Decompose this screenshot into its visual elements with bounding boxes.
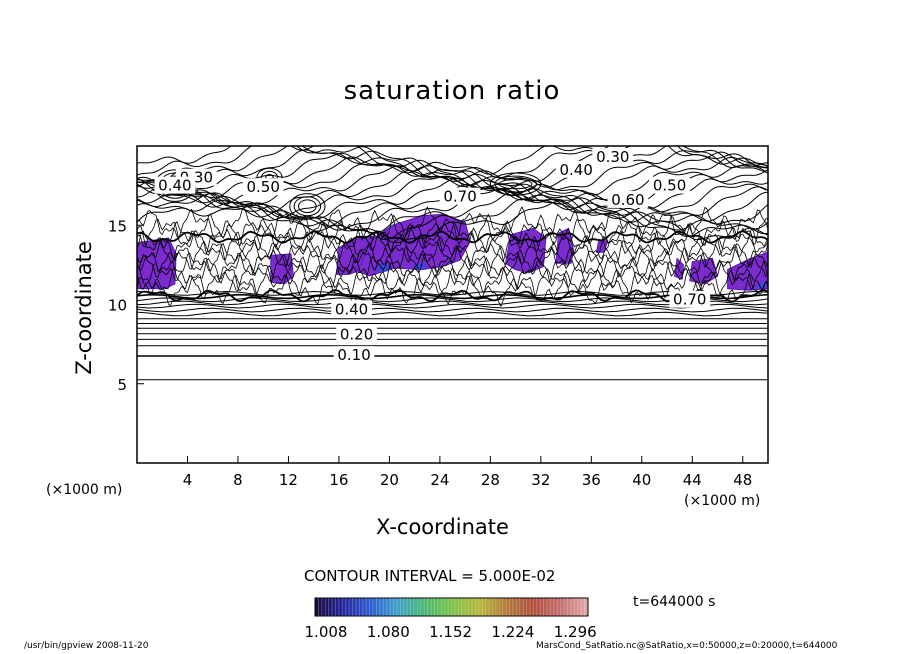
contour-line [137,293,768,300]
contour-label: 0.60 [611,191,644,209]
contour-label: 0.50 [653,177,686,195]
contour-line [137,288,768,303]
x-axis-unit: (×1000 m) [684,493,761,509]
contour-line [137,198,768,241]
contour-line [137,146,768,184]
supersaturated-region [137,237,177,290]
x-tick-label: 28 [481,471,500,489]
x-tick-label: 40 [632,471,651,489]
x-tick-label: 16 [329,471,348,489]
x-tick-label: 20 [380,471,399,489]
y-tick-label: 15 [108,217,127,235]
contour-eddy [293,196,322,217]
y-axis-unit: (×1000 m) [46,482,123,498]
x-axis-ticks: 4 8 12 16 20 24 28 32 36 40 44 48 [183,456,752,489]
x-tick-label: 36 [582,471,601,489]
contour-label: 0.40 [158,177,191,195]
contour-label-bg [331,300,372,318]
contour-line [137,307,768,313]
high-saturation-patch [375,264,391,272]
contour-eddy [298,199,317,214]
contour-eddy [489,172,542,196]
colorbar-stripes [318,598,585,616]
colorbar-tick-label: 1.008 [305,623,348,641]
contour-label: 0.30 [596,148,629,166]
y-tick-label: 5 [117,376,127,394]
contour-line [137,149,768,192]
colorbar-tick-label: 1.080 [367,623,410,641]
x-tick-label: 12 [279,471,298,489]
contour-eddy [494,175,537,193]
x-tick-label: 24 [430,471,449,489]
footer-right: MarsCond_SatRatio.nc@SatRatio,x=0:50000,… [536,641,838,651]
contour-label: 0.70 [673,291,706,309]
contour-eddy [289,193,326,220]
x-axis-label: X-coordinate [376,515,509,539]
colorbar-tick-label: 1.152 [429,623,472,641]
y-axis-ticks: 5 10 15 [108,217,144,394]
contour-line [137,269,768,308]
contour-label-bg [555,160,597,178]
colorbar [314,597,589,617]
contour-label-bg [607,190,649,208]
contour-line [137,175,768,219]
contour-line [137,230,768,244]
contour-line [137,220,768,258]
footer-left: /usr/bin/gpview 2008-11-20 [24,641,149,651]
contour-line [137,227,768,265]
y-axis-label: Z-coordinate [72,241,96,375]
contour-label: 0.50 [246,178,279,196]
contour-line [137,300,768,306]
contour-line [137,303,768,309]
contour-label: 0.20 [340,326,373,344]
chart-title: saturation ratio [343,76,561,106]
contour-line [137,311,768,317]
x-tick-label: 8 [233,471,243,489]
x-tick-label: 32 [531,471,550,489]
x-tick-label: 48 [733,471,752,489]
supersaturated-region [727,251,768,291]
contour-label-bg [669,290,711,308]
contour-label: 0.10 [337,346,370,364]
contour-label-bg [336,325,377,343]
contour-line [137,151,768,196]
contour-line [137,256,768,294]
contour-label-bg [649,176,690,194]
contour-label-bg [439,187,481,205]
contour-line [137,205,768,243]
y-tick-label: 10 [108,297,127,315]
contour-line [137,297,768,303]
contour-lines [137,146,768,381]
colorbar-tick-label: 1.224 [491,623,534,641]
colorbar-tick-label: 1.296 [554,623,597,641]
time-label: t=644000 s [633,594,716,610]
contour-label-bg [242,178,284,196]
contour-line [137,241,768,279]
contour-line [137,146,768,175]
contour-eddy [498,178,533,190]
contour-label-bg [154,176,196,194]
x-tick-label: 4 [183,471,193,489]
contour-label: 0.40 [559,161,592,179]
contour-label: 0.70 [443,188,476,206]
contour-label-bg [592,148,634,166]
contour-interval: CONTOUR INTERVAL = 5.000E-02 [304,567,556,585]
contour-labels: 0.300.400.500.600.700.300.40 0.500.700.40… [154,148,711,364]
contour-line [137,169,768,213]
x-tick-label: 44 [683,471,702,489]
contour-label: 0.40 [335,300,368,318]
contour-label-bg [333,346,375,364]
contour-line [137,146,768,179]
colorbar-ticks: 1.008 1.080 1.152 1.224 1.296 [305,623,597,641]
